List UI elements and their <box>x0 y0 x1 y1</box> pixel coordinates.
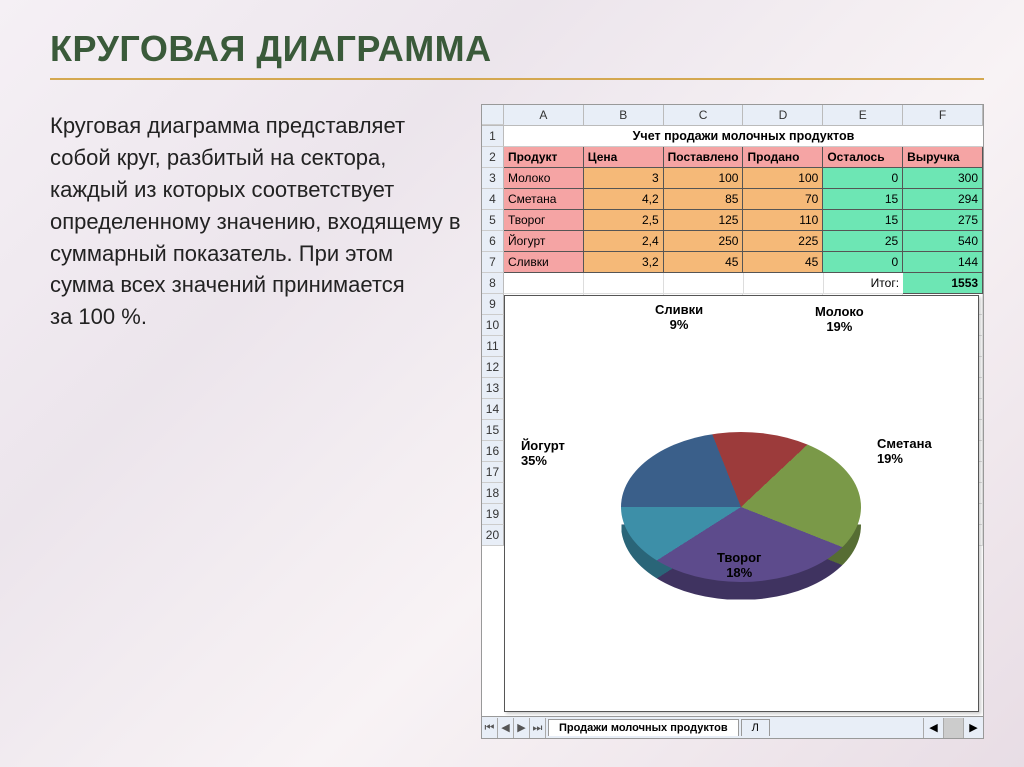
table-title: Учет продажи молочных продуктов <box>504 126 983 147</box>
table-cell: 25 <box>823 231 903 252</box>
scroll-thumb[interactable] <box>943 718 963 738</box>
table-cell: 110 <box>743 210 823 231</box>
pie-chart: Молоко19% Сметана19% Творог18% Йогурт35% Сли… <box>504 295 979 712</box>
table-cell: 275 <box>903 210 983 231</box>
table-header-cell: Осталось <box>823 147 903 168</box>
table-cell: 15 <box>823 210 903 231</box>
table-cell: 70 <box>743 189 823 210</box>
pie-slice-label: Сливки9% <box>655 302 703 332</box>
table-cell: 125 <box>664 210 744 231</box>
table-cell: 0 <box>823 168 903 189</box>
tab-nav-prev-icon[interactable]: ◀ <box>498 718 514 738</box>
pie-slice-label: Сметана19% <box>877 436 932 466</box>
tab-nav-next-icon[interactable]: ▶ <box>514 718 530 738</box>
table-header-cell: Продано <box>743 147 823 168</box>
tab-inactive[interactable]: Л <box>741 719 770 736</box>
page-title: КРУГОВАЯ ДИАГРАММА <box>50 28 984 70</box>
description-paragraph-1: Круговая диаграмма представляет собой кр… <box>50 110 461 301</box>
table-header-cell: Выручка <box>903 147 983 168</box>
table-header-cell: Продукт <box>504 147 584 168</box>
table-cell: 45 <box>664 252 744 273</box>
tab-nav-first-icon[interactable]: ⏮ <box>482 718 498 738</box>
table-cell: 45 <box>743 252 823 273</box>
table-cell: Йогурт <box>504 231 584 252</box>
table-cell: Сливки <box>504 252 584 273</box>
table-header-cell: Поставлено <box>664 147 744 168</box>
table-cell: 15 <box>823 189 903 210</box>
total-value: 1553 <box>903 273 983 294</box>
scroll-left-icon[interactable]: ◀ <box>923 718 943 738</box>
table-cell: 294 <box>903 189 983 210</box>
table-cell: 85 <box>664 189 744 210</box>
table-header-cell: Цена <box>584 147 664 168</box>
col-header[interactable]: F <box>903 105 983 125</box>
table-cell: 4,2 <box>584 189 664 210</box>
table-cell: 144 <box>903 252 983 273</box>
spreadsheet-panel: ABCDEF1Учет продажи молочных продуктов2П… <box>481 104 984 739</box>
table-cell: 3 <box>584 168 664 189</box>
table-cell: Молоко <box>504 168 584 189</box>
col-header[interactable]: A <box>504 105 584 125</box>
table-cell: 2,4 <box>584 231 664 252</box>
sheet-tabs: ⏮ ◀ ▶ ⏭ Продажи молочных продуктов Л ◀ ▶ <box>482 716 983 738</box>
scroll-right-icon[interactable]: ▶ <box>963 718 983 738</box>
total-label: Итог: <box>824 273 903 294</box>
pie-slice-label: Творог18% <box>717 550 762 580</box>
col-header[interactable]: C <box>664 105 744 125</box>
tab-active[interactable]: Продажи молочных продуктов <box>548 719 739 736</box>
table-cell: 250 <box>664 231 744 252</box>
col-header[interactable]: E <box>823 105 903 125</box>
table-cell: 100 <box>743 168 823 189</box>
table-cell: 0 <box>823 252 903 273</box>
table-cell: 540 <box>903 231 983 252</box>
col-header[interactable]: B <box>584 105 664 125</box>
table-cell: 2,5 <box>584 210 664 231</box>
table-cell: 300 <box>903 168 983 189</box>
table-cell: 100 <box>664 168 744 189</box>
col-header[interactable]: D <box>743 105 823 125</box>
table-cell: 3,2 <box>584 252 664 273</box>
table-cell: Творог <box>504 210 584 231</box>
pie-slice-label: Молоко19% <box>815 304 864 334</box>
tab-nav-last-icon[interactable]: ⏭ <box>530 718 546 738</box>
table-cell: 225 <box>743 231 823 252</box>
description-paragraph-2: за 100 %. <box>50 301 461 333</box>
pie-slice-label: Йогурт35% <box>521 438 565 468</box>
table-cell: Сметана <box>504 189 584 210</box>
